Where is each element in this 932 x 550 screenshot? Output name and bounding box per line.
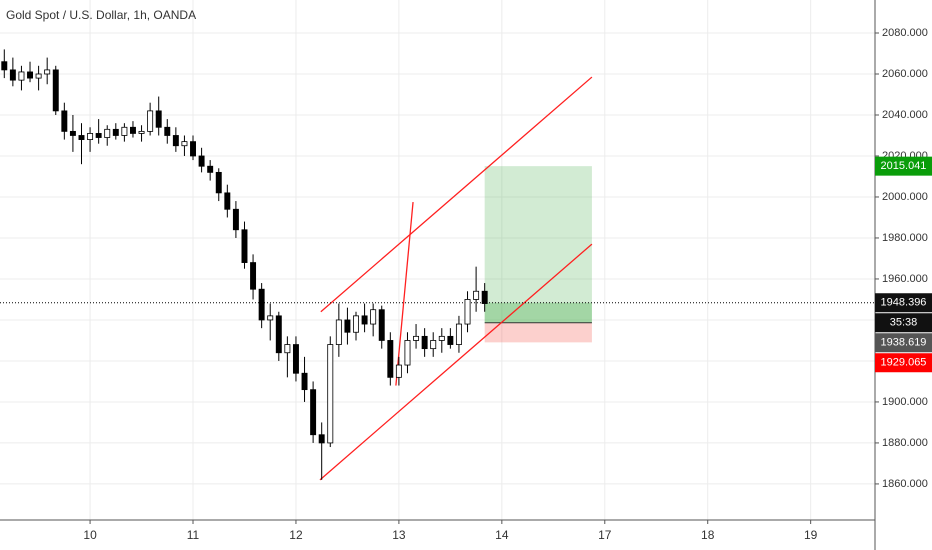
candle-body (224, 192, 231, 210)
candle-body (284, 344, 291, 354)
candle-body (464, 299, 471, 325)
candle-body (27, 71, 33, 79)
candle-body (421, 335, 428, 350)
chart-title: Gold Spot / U.S. Dollar, 1h, OANDA (6, 8, 196, 22)
candle-body (447, 335, 454, 345)
candle-body (473, 290, 480, 300)
candle-body (18, 71, 25, 81)
candle-body (353, 315, 359, 333)
candle-body (215, 171, 222, 194)
candle-body (69, 130, 76, 136)
candle-body (207, 165, 214, 173)
drawings (0, 76, 875, 481)
price-label: 2015.041 (881, 160, 927, 172)
candle-body (232, 208, 239, 231)
candle-body (9, 69, 16, 81)
candle-body (198, 155, 205, 167)
candle-body (327, 344, 334, 444)
candle-body (267, 315, 274, 321)
y-tick-label: 1960.000 (882, 273, 928, 285)
price-label: 35:38 (890, 317, 918, 329)
trend-line (319, 243, 593, 481)
candle-body (190, 141, 196, 157)
x-tick-label: 13 (392, 528, 406, 542)
price-label: 1938.619 (881, 337, 927, 349)
stop-zone (484, 322, 592, 343)
candle-body (318, 434, 325, 444)
candle-body (155, 110, 162, 128)
candle-body (361, 315, 368, 325)
y-tick-label: 2040.000 (882, 109, 928, 121)
candle-body (164, 126, 171, 136)
candle-body (1, 61, 8, 71)
price-label: 1929.065 (881, 357, 927, 369)
candle-body (275, 315, 282, 354)
candle-body (481, 290, 488, 304)
candle-body (181, 141, 188, 147)
candle-body (430, 340, 437, 350)
x-tick-label: 10 (83, 528, 97, 542)
price-label-box (875, 313, 932, 333)
x-tick-label: 19 (804, 528, 818, 542)
target-zone (484, 166, 592, 323)
candle-body (129, 126, 136, 134)
price-label-box (875, 293, 932, 313)
candle-body (35, 73, 42, 79)
candle-body (310, 389, 317, 436)
open-profit (484, 302, 592, 323)
candle-body (241, 229, 248, 263)
y-tick-label: 2060.000 (882, 68, 928, 80)
x-tick-label: 17 (598, 528, 612, 542)
price-label: 1948.396 (881, 297, 927, 309)
candle-body (95, 133, 102, 138)
candle-body (172, 135, 179, 147)
y-tick-label: 1900.000 (882, 396, 928, 408)
trend-line (320, 76, 593, 313)
candle-body (395, 364, 402, 378)
grid (0, 0, 875, 520)
y-tick-label: 2080.000 (882, 27, 928, 39)
candle-body (78, 135, 85, 140)
candle-body (61, 110, 68, 132)
candle-body (455, 323, 462, 345)
x-tick-label: 18 (701, 528, 715, 542)
x-tick-label: 11 (187, 528, 200, 542)
candle-body (301, 372, 308, 391)
candle-body (378, 309, 385, 341)
x-tick-label: 12 (289, 528, 303, 542)
candle-body (344, 319, 351, 333)
y-tick-label: 2000.000 (882, 191, 928, 203)
price-label-box (875, 353, 932, 373)
trend-line (395, 202, 414, 386)
candle-body (335, 319, 342, 345)
candles (1, 49, 488, 480)
price-label-box (875, 333, 932, 353)
candle-body (44, 69, 51, 75)
candle-body (138, 130, 145, 134)
candle-body (112, 128, 119, 136)
y-tick-label: 1980.000 (882, 232, 928, 244)
y-tick-label: 1880.000 (882, 437, 928, 449)
candle-body (370, 309, 377, 325)
candle-body (104, 128, 111, 138)
candle-body (52, 69, 59, 112)
candle-body (438, 335, 445, 341)
candle-body (147, 110, 154, 132)
axes: 1860.0001880.0001900.0001920.0001940.000… (83, 27, 932, 542)
candle-body (250, 262, 257, 290)
candle-body (387, 340, 394, 378)
candle-body (121, 126, 128, 136)
candle-body (87, 133, 94, 140)
candle-body (413, 335, 420, 341)
candle-body (292, 344, 299, 374)
x-tick-label: 14 (495, 528, 509, 542)
price-label-box (875, 156, 932, 176)
candle-body (404, 340, 411, 366)
candle-body (258, 288, 265, 321)
y-tick-label: 1860.000 (882, 478, 928, 490)
